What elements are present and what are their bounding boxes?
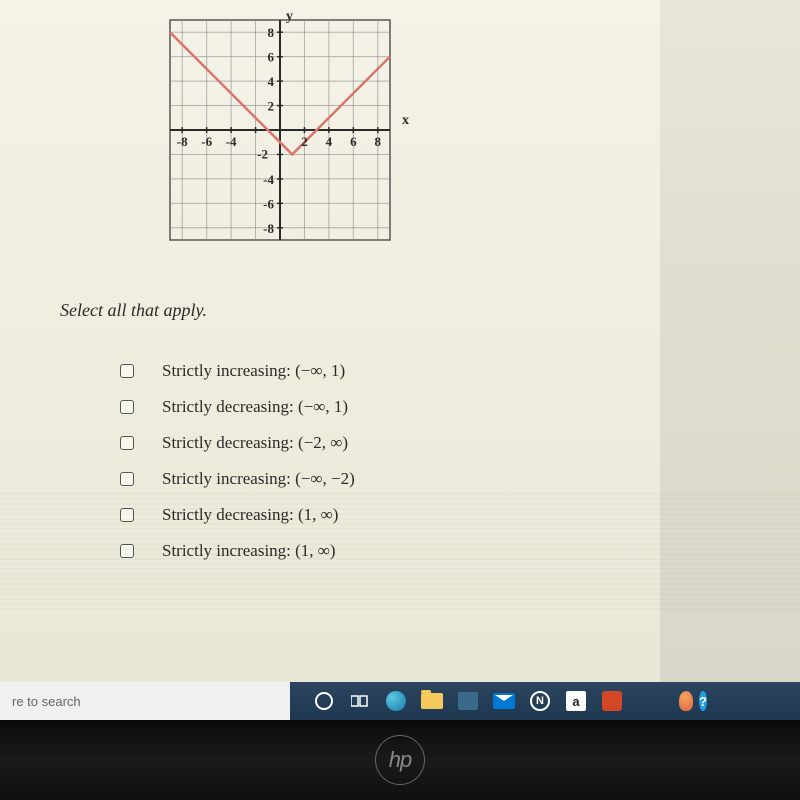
option-checkbox-5[interactable] <box>120 544 134 558</box>
svg-text:2: 2 <box>268 99 275 114</box>
svg-text:8: 8 <box>375 134 382 149</box>
hp-logo: hp <box>375 735 425 785</box>
app-n-icon[interactable]: N <box>526 687 554 715</box>
option-label-0: Strictly increasing: (−∞, 1) <box>162 361 345 381</box>
svg-text:-6: -6 <box>263 196 274 211</box>
task-view-icon[interactable] <box>346 687 374 715</box>
option-row-2[interactable]: Strictly decreasing: (−2, ∞) <box>120 433 620 453</box>
option-label-1: Strictly decreasing: (−∞, 1) <box>162 397 348 417</box>
option-checkbox-4[interactable] <box>120 508 134 522</box>
svg-text:6: 6 <box>268 50 275 65</box>
monitor-screen: -8 -6 -4 2 4 6 8 -2 2 4 6 8 -4 -6 -8 x y Select all that… <box>0 0 800 720</box>
question-prompt: Select all that apply. <box>60 300 620 321</box>
app-orange-icon[interactable] <box>670 687 698 715</box>
option-checkbox-0[interactable] <box>120 364 134 378</box>
help-icon[interactable]: ? <box>634 687 662 715</box>
file-explorer-icon[interactable] <box>418 687 446 715</box>
microsoft-store-icon[interactable] <box>454 687 482 715</box>
amazon-icon[interactable]: a <box>562 687 590 715</box>
option-row-5[interactable]: Strictly increasing: (1, ∞) <box>120 541 620 561</box>
option-checkbox-3[interactable] <box>120 472 134 486</box>
svg-text:8: 8 <box>268 25 275 40</box>
svg-text:-4: -4 <box>263 172 274 187</box>
page-content: -8 -6 -4 2 4 6 8 -2 2 4 6 8 -4 -6 -8 x y Select all that… <box>0 0 660 700</box>
option-row-1[interactable]: Strictly decreasing: (−∞, 1) <box>120 397 620 417</box>
svg-text:4: 4 <box>326 134 333 149</box>
windows-taskbar[interactable]: re to search N a ? <box>0 682 800 720</box>
option-label-4: Strictly decreasing: (1, ∞) <box>162 505 338 525</box>
laptop-bezel: hp <box>0 720 800 800</box>
svg-text:y: y <box>286 10 293 24</box>
option-row-4[interactable]: Strictly decreasing: (1, ∞) <box>120 505 620 525</box>
svg-text:x: x <box>402 113 409 128</box>
answer-options: Strictly increasing: (−∞, 1) Strictly dec… <box>120 361 620 561</box>
svg-text:6: 6 <box>350 134 357 149</box>
taskbar-search[interactable]: re to search <box>0 682 290 720</box>
svg-text:-8: -8 <box>263 221 274 236</box>
option-row-3[interactable]: Strictly increasing: (−∞, −2) <box>120 469 620 489</box>
option-label-3: Strictly increasing: (−∞, −2) <box>162 469 355 489</box>
powerpoint-icon[interactable] <box>598 687 626 715</box>
edge-browser-icon[interactable] <box>382 687 410 715</box>
option-label-2: Strictly decreasing: (−2, ∞) <box>162 433 348 453</box>
svg-text:-8: -8 <box>177 134 188 149</box>
svg-text:-2: -2 <box>257 146 268 161</box>
svg-text:-6: -6 <box>201 134 212 149</box>
svg-text:4: 4 <box>268 74 275 89</box>
mail-icon[interactable] <box>490 687 518 715</box>
search-placeholder-text: re to search <box>12 694 81 709</box>
option-label-5: Strictly increasing: (1, ∞) <box>162 541 336 561</box>
svg-text:2: 2 <box>301 134 308 149</box>
option-row-0[interactable]: Strictly increasing: (−∞, 1) <box>120 361 620 381</box>
cortana-icon[interactable] <box>310 687 338 715</box>
coordinate-graph: -8-6-42468-22468-4-6-8xy <box>150 10 400 260</box>
svg-text:-4: -4 <box>226 134 237 149</box>
graph-svg: -8 -6 -4 2 4 6 8 -2 2 4 6 8 -4 -6 -8 x y <box>150 10 420 270</box>
taskbar-icons: N a ? <box>310 687 698 715</box>
option-checkbox-1[interactable] <box>120 400 134 414</box>
option-checkbox-2[interactable] <box>120 436 134 450</box>
